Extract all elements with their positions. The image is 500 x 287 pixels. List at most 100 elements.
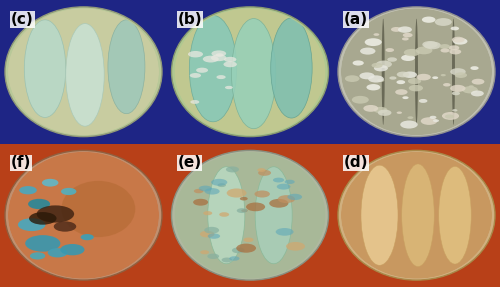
- Ellipse shape: [374, 107, 388, 113]
- Ellipse shape: [452, 37, 464, 43]
- Ellipse shape: [450, 26, 459, 30]
- Ellipse shape: [211, 55, 226, 61]
- Ellipse shape: [378, 110, 392, 116]
- Ellipse shape: [60, 244, 84, 255]
- Ellipse shape: [430, 116, 436, 119]
- Ellipse shape: [440, 74, 446, 76]
- Ellipse shape: [108, 20, 145, 114]
- Ellipse shape: [204, 188, 220, 195]
- Ellipse shape: [30, 252, 46, 259]
- Ellipse shape: [208, 233, 220, 239]
- Ellipse shape: [442, 112, 459, 120]
- Ellipse shape: [212, 51, 226, 57]
- Ellipse shape: [396, 71, 409, 77]
- Ellipse shape: [364, 38, 382, 46]
- Ellipse shape: [208, 167, 245, 264]
- Ellipse shape: [254, 191, 270, 197]
- Ellipse shape: [204, 227, 219, 234]
- Ellipse shape: [240, 197, 248, 201]
- Ellipse shape: [29, 212, 56, 225]
- Ellipse shape: [391, 27, 402, 32]
- Ellipse shape: [216, 75, 226, 79]
- Ellipse shape: [203, 56, 218, 63]
- Ellipse shape: [226, 189, 246, 197]
- Ellipse shape: [244, 238, 254, 242]
- Ellipse shape: [258, 168, 266, 172]
- Ellipse shape: [194, 189, 203, 193]
- Text: (a): (a): [344, 12, 368, 27]
- Ellipse shape: [218, 183, 226, 187]
- Ellipse shape: [372, 63, 382, 68]
- Ellipse shape: [229, 256, 239, 261]
- Ellipse shape: [440, 49, 450, 53]
- Ellipse shape: [468, 85, 474, 88]
- Ellipse shape: [61, 188, 76, 195]
- Ellipse shape: [396, 111, 402, 114]
- Ellipse shape: [62, 181, 136, 237]
- Ellipse shape: [364, 105, 378, 112]
- Ellipse shape: [420, 117, 438, 125]
- Ellipse shape: [288, 194, 302, 200]
- Ellipse shape: [374, 33, 380, 36]
- Ellipse shape: [232, 247, 244, 253]
- Ellipse shape: [255, 167, 292, 264]
- Ellipse shape: [395, 89, 407, 95]
- Ellipse shape: [172, 7, 328, 137]
- Ellipse shape: [80, 234, 94, 240]
- Ellipse shape: [360, 72, 374, 79]
- Ellipse shape: [401, 55, 415, 61]
- Ellipse shape: [236, 208, 247, 213]
- Ellipse shape: [366, 84, 380, 90]
- Ellipse shape: [284, 180, 294, 184]
- Ellipse shape: [400, 121, 417, 129]
- Ellipse shape: [18, 218, 46, 231]
- Ellipse shape: [338, 7, 495, 137]
- Ellipse shape: [338, 150, 495, 280]
- Ellipse shape: [368, 75, 384, 83]
- Ellipse shape: [422, 41, 438, 48]
- Ellipse shape: [470, 66, 478, 70]
- Ellipse shape: [352, 61, 364, 66]
- Ellipse shape: [270, 199, 288, 208]
- Ellipse shape: [398, 26, 412, 33]
- Ellipse shape: [361, 165, 398, 265]
- Ellipse shape: [402, 96, 408, 99]
- Ellipse shape: [402, 164, 434, 267]
- Ellipse shape: [433, 119, 439, 122]
- Ellipse shape: [188, 51, 203, 57]
- Ellipse shape: [196, 68, 208, 73]
- Ellipse shape: [448, 45, 460, 50]
- Ellipse shape: [422, 17, 436, 23]
- Ellipse shape: [8, 152, 159, 279]
- Ellipse shape: [360, 48, 376, 55]
- Bar: [0, 0, 500, 144]
- Ellipse shape: [374, 65, 388, 71]
- Ellipse shape: [345, 75, 360, 82]
- Ellipse shape: [203, 211, 212, 215]
- Ellipse shape: [450, 68, 466, 75]
- Ellipse shape: [408, 78, 421, 84]
- Ellipse shape: [453, 38, 468, 44]
- Ellipse shape: [396, 80, 405, 84]
- Ellipse shape: [8, 8, 159, 135]
- Ellipse shape: [174, 152, 326, 279]
- Ellipse shape: [36, 205, 74, 223]
- Ellipse shape: [5, 7, 162, 137]
- Ellipse shape: [471, 90, 484, 96]
- Ellipse shape: [415, 19, 418, 125]
- Ellipse shape: [66, 24, 104, 126]
- Ellipse shape: [236, 244, 256, 253]
- Ellipse shape: [219, 212, 229, 217]
- Ellipse shape: [445, 115, 454, 119]
- Ellipse shape: [435, 18, 452, 26]
- Ellipse shape: [246, 203, 265, 211]
- Ellipse shape: [450, 49, 461, 55]
- Ellipse shape: [48, 248, 68, 257]
- Ellipse shape: [25, 235, 60, 252]
- Ellipse shape: [19, 186, 37, 194]
- Ellipse shape: [438, 166, 472, 264]
- Ellipse shape: [382, 19, 384, 125]
- Ellipse shape: [190, 100, 200, 104]
- Ellipse shape: [403, 71, 417, 78]
- Ellipse shape: [450, 85, 466, 92]
